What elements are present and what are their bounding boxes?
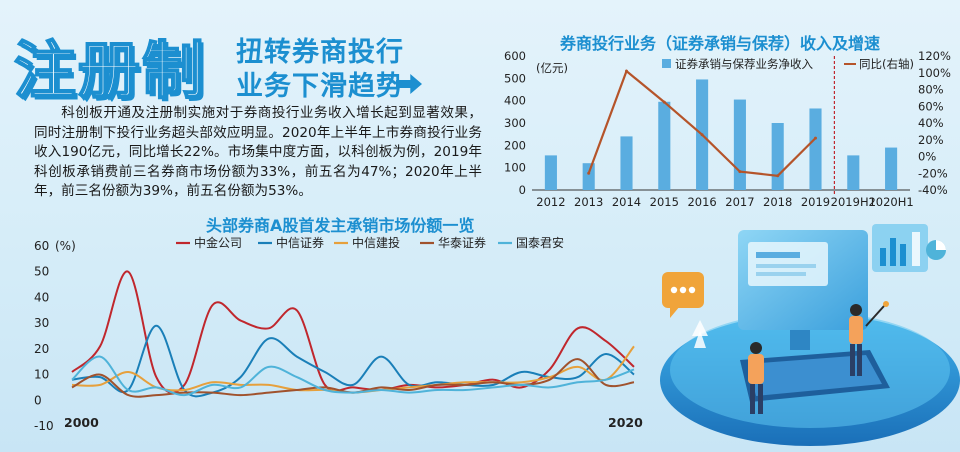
growth-point (662, 100, 666, 104)
y-tick-label: -10 (34, 419, 54, 433)
growth-point (700, 133, 704, 137)
tree-icon (692, 320, 708, 336)
y-tick-label: 60 (34, 239, 49, 253)
y-tick-label: 0 (519, 183, 526, 197)
x-tick-label: 2014 (612, 195, 641, 209)
x-tick-label: 2018 (763, 195, 792, 209)
growth-point (814, 136, 817, 140)
series-line-0 (71, 270, 635, 394)
x-start-label: 2000 (64, 415, 99, 430)
legend-label-0: 中金公司 (194, 235, 242, 250)
y-tick-label: 400 (504, 94, 526, 108)
y2-tick-label: 120% (918, 49, 951, 63)
y2-tick-label: 60% (918, 99, 944, 113)
x-tick-label: 2016 (687, 195, 716, 209)
bar (847, 155, 860, 190)
revenue-chart: 0 100 200 300 400 500 600 -40% -20% 0% 20% 40% 60% 80… (504, 49, 951, 209)
growth-point (625, 69, 628, 73)
series-line-4 (71, 355, 635, 397)
y-unit-label: (亿元) (536, 61, 568, 75)
growth-point (587, 171, 591, 175)
series-line-1 (71, 324, 635, 398)
y-tick-label: 50 (34, 265, 49, 279)
y2-tick-label: 20% (918, 133, 944, 147)
y-tick-label: 10 (34, 368, 49, 382)
y-unit-label: (%) (55, 239, 76, 253)
person-right-icon (850, 304, 862, 316)
legend-label-1: 中信证券 (276, 235, 324, 250)
legend-label-3: 华泰证券 (438, 235, 486, 250)
revenue-chart-title: 券商投行业务（证券承销与保荐）收入及增速 (560, 34, 881, 53)
bar (733, 99, 746, 190)
y-tick-label: 600 (504, 49, 526, 63)
y2-tick-label: 40% (918, 116, 944, 130)
bar (620, 136, 633, 190)
x-tick-label: 2019 (801, 195, 830, 209)
x-tick-label: 2019H1 (831, 195, 876, 209)
x-tick-label: 2020H1 (868, 195, 913, 209)
y2-tick-label: 0% (918, 150, 936, 164)
growth-point (776, 174, 780, 178)
bar (885, 147, 898, 190)
x-end-label: 2020 (608, 415, 643, 430)
bar (809, 108, 822, 190)
y2-tick-label: -40% (918, 183, 948, 197)
y-tick-label: 300 (504, 116, 526, 130)
x-tick-label: 2015 (650, 195, 679, 209)
x-tick-label: 2017 (725, 195, 754, 209)
y2-tick-label: 100% (918, 66, 951, 80)
legend-label-bar: 证券承销与保荐业务净收入 (675, 57, 813, 71)
y-tick-label: 500 (504, 71, 526, 85)
y-tick-label: 100 (504, 161, 526, 175)
legend-label-line: 同比(右轴) (859, 57, 914, 71)
legend-label-2: 中信建投 (352, 235, 400, 250)
share-chart-title: 头部券商A股首发主承销市场份额一览 (206, 216, 475, 235)
headline-sub-2: 业务下滑趋势 (236, 71, 404, 102)
growth-point (738, 170, 742, 174)
legend-swatch-bar (662, 59, 671, 68)
headline-main: 注册制 (13, 33, 207, 108)
y-tick-label: 30 (34, 316, 49, 330)
bar (582, 163, 595, 190)
x-tick-label: 2013 (574, 195, 603, 209)
illustration (660, 224, 960, 446)
y2-tick-label: -20% (918, 166, 948, 180)
person-left-icon (750, 342, 762, 354)
x-tick-label: 2012 (536, 195, 565, 209)
headline-sub-1: 扭转券商投行 (236, 37, 404, 68)
bar (544, 155, 557, 190)
y-tick-label: 40 (34, 290, 49, 304)
y-tick-label: 20 (34, 342, 49, 356)
bar (658, 101, 671, 190)
bar (771, 123, 784, 190)
share-chart: -10 0 10 20 30 40 50 60 (%) 2000 2020 中金公司 中信证券 中信建投 华… (34, 235, 643, 433)
intro-paragraph: 科创板开通及注册制实施对于券商投行业务收入增长起到显著效果，同时注册制下投行业务… (34, 105, 482, 199)
y2-tick-label: 80% (918, 83, 944, 97)
y-tick-label: 200 (504, 138, 526, 152)
legend-label-4: 国泰君安 (516, 235, 564, 250)
y-tick-label: 0 (34, 393, 42, 407)
